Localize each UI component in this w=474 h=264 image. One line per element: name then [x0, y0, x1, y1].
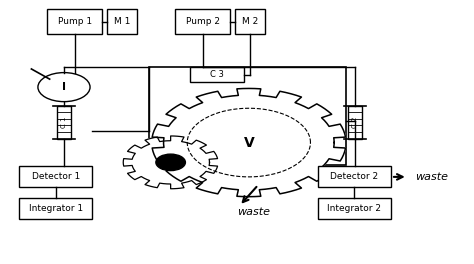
FancyBboxPatch shape	[19, 166, 92, 187]
FancyBboxPatch shape	[47, 9, 102, 34]
FancyBboxPatch shape	[175, 9, 230, 34]
Polygon shape	[123, 136, 218, 189]
Text: Integrator 2: Integrator 2	[328, 204, 381, 213]
FancyBboxPatch shape	[57, 106, 71, 139]
Text: Integrator 1: Integrator 1	[28, 204, 83, 213]
Text: Detector 2: Detector 2	[330, 172, 378, 181]
FancyBboxPatch shape	[318, 198, 391, 219]
FancyBboxPatch shape	[318, 166, 391, 187]
Text: M 2: M 2	[242, 17, 258, 26]
Text: waste: waste	[415, 172, 448, 182]
Text: C 1: C 1	[61, 116, 67, 128]
Text: V: V	[244, 135, 254, 150]
FancyBboxPatch shape	[107, 9, 137, 34]
Text: waste: waste	[237, 207, 270, 217]
Circle shape	[38, 73, 90, 102]
FancyBboxPatch shape	[348, 106, 362, 139]
FancyBboxPatch shape	[19, 198, 92, 219]
Polygon shape	[152, 88, 346, 197]
Circle shape	[156, 154, 185, 171]
Text: Pump 2: Pump 2	[186, 17, 219, 26]
Text: C 2: C 2	[352, 116, 358, 128]
FancyBboxPatch shape	[235, 9, 265, 34]
Text: Pump 1: Pump 1	[58, 17, 91, 26]
Text: M 1: M 1	[114, 17, 130, 26]
Text: Detector 1: Detector 1	[32, 172, 80, 181]
Text: C 3: C 3	[210, 70, 224, 79]
Text: I: I	[62, 82, 66, 92]
FancyBboxPatch shape	[190, 67, 244, 82]
